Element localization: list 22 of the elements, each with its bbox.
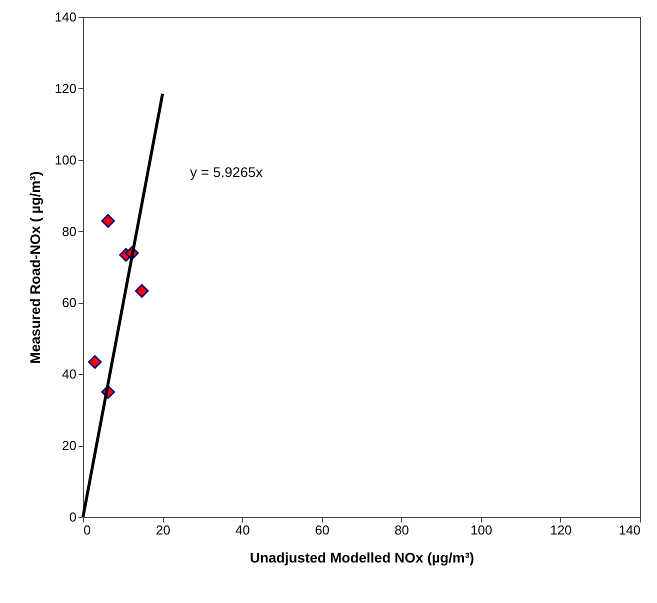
x-tick-label: 120 bbox=[550, 522, 572, 538]
x-tick-label: 80 bbox=[394, 522, 410, 538]
annotation: y = 5.9265x bbox=[190, 164, 263, 180]
x-tick-label: 40 bbox=[235, 522, 250, 538]
y-tick-label: 0 bbox=[69, 510, 76, 524]
x-tick-label: 140 bbox=[618, 522, 640, 538]
x-tick-label: 60 bbox=[314, 522, 330, 538]
y-tick-label: 20 bbox=[62, 438, 76, 454]
y-tick-label: 100 bbox=[54, 152, 76, 168]
y-tick-label: 80 bbox=[62, 224, 76, 239]
x-axis-title: Unadjusted Modelled NOx (µg/m³) bbox=[250, 550, 474, 566]
y-axis-title: Measured Road-NOx ( µg/m³) bbox=[26, 171, 43, 364]
point bbox=[101, 214, 115, 228]
y-tick-label: 120 bbox=[54, 80, 76, 96]
x-tick-label: 0 bbox=[84, 522, 91, 538]
y-tick-label: 40 bbox=[62, 366, 76, 382]
point bbox=[88, 355, 102, 369]
y-tick-label: 140 bbox=[54, 10, 76, 24]
x-tick-label: 20 bbox=[156, 522, 170, 538]
point bbox=[135, 284, 149, 298]
y-tick-label: 60 bbox=[62, 295, 76, 310]
x-tick-label: 100 bbox=[470, 522, 492, 538]
